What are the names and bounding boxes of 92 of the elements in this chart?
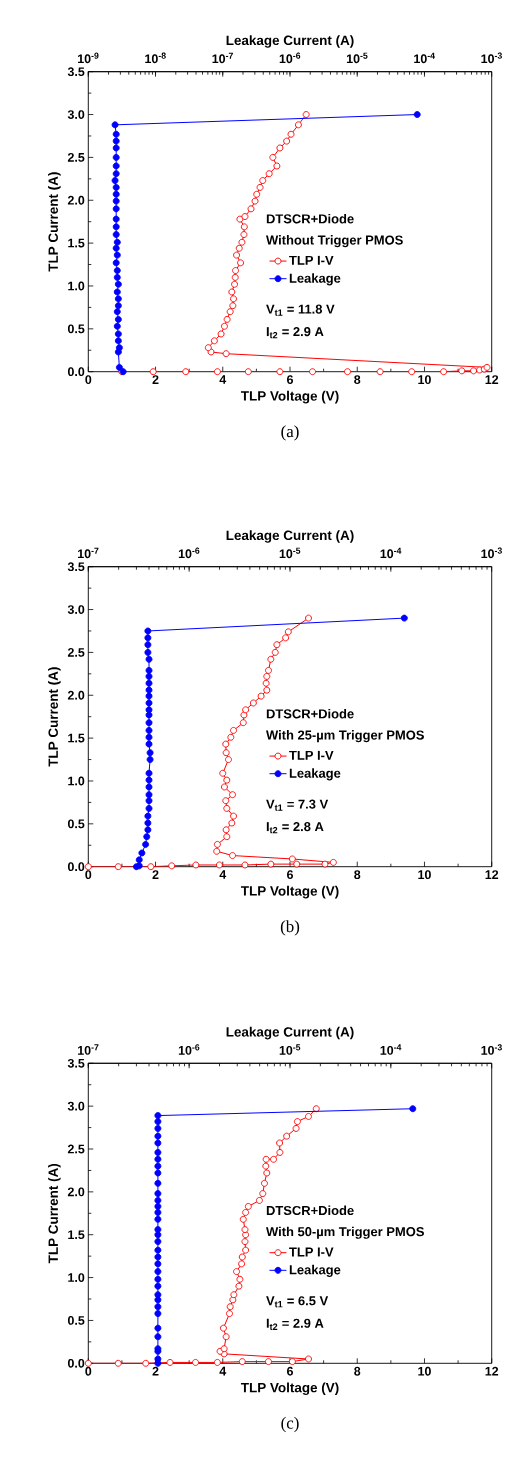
annotation: With 50-µm Trigger PMOS: [266, 1226, 424, 1239]
x-tick-label: 12: [485, 870, 499, 879]
x2-tick-label: 10$^{-6}$: [279, 52, 301, 64]
x2-tick-label: 10$^{-5}$: [279, 1044, 301, 1055]
annotation: I$_{t2}$ = 2.8 A: [266, 822, 324, 834]
text: (b): [280, 920, 300, 936]
annotation: V$_{t1}$ = 7.3 V: [266, 799, 329, 811]
annotation: I$_{t2}$ = 2.9 A: [266, 327, 324, 339]
x2-tick-label: 10$^{-3}$: [481, 52, 502, 64]
x-tick-label: 2: [152, 375, 159, 384]
x-tick-label: 4: [219, 1366, 227, 1376]
x-tick-label: 10: [418, 375, 431, 385]
y-tick-label: 1.5: [68, 1230, 85, 1240]
y-tick-label: 2.0: [67, 1187, 85, 1197]
x-tick-label: 0: [85, 1366, 92, 1376]
y-tick-label: 2.0: [67, 690, 85, 700]
x-tick-label: 10: [418, 870, 431, 880]
text: (c): [281, 1416, 299, 1433]
x2-tick-label: 10$^{-7}$: [78, 547, 99, 559]
y-axis-title: TLP Current (A): [48, 667, 61, 767]
x2-axis-title: Leakage Current (A): [226, 530, 354, 543]
annotation: V$_{t1}$ = 11.8 V: [266, 304, 335, 316]
y-tick-label: 1.0: [68, 776, 85, 786]
y-axis-title: TLP Current (A): [48, 172, 61, 272]
y-tick-label: 0.0: [67, 1358, 85, 1368]
x-tick-label: 12: [485, 375, 499, 384]
annotation: V$_{t1}$ = 6.5 V: [266, 1296, 329, 1308]
y-tick-label: 0.5: [67, 324, 85, 334]
x-tick-label: 8: [354, 870, 361, 880]
y-tick-label: 1.0: [68, 1273, 85, 1282]
y-tick-label: 2.0: [67, 195, 85, 205]
x2-tick-label: 10$^{-6}$: [178, 547, 200, 559]
x2-tick-label: 10$^{-8}$: [145, 52, 166, 64]
x2-tick-label: 10$^{-9}$: [78, 52, 99, 64]
y-tick-label: 3.5: [67, 67, 85, 77]
x2-tick-label: 10$^{-5}$: [279, 547, 301, 559]
x2-tick-label: 10$^{-3}$: [481, 547, 502, 559]
x-tick-label: 8: [354, 1366, 361, 1376]
x2-tick-label: 10$^{-4}$: [380, 547, 402, 559]
y-tick-label: 1.0: [68, 281, 85, 291]
x-tick-label: 2: [152, 1366, 159, 1376]
legend-title: DTSCR+Diode: [266, 708, 354, 719]
x2-tick-label: 10$^{-7}$: [212, 52, 233, 64]
y-tick-label: 2.5: [67, 648, 85, 657]
x-tick-label: 10: [418, 1366, 431, 1376]
x2-axis-title: Leakage Current (A): [226, 35, 354, 48]
x2-tick-label: 10$^{-4}$: [380, 1044, 402, 1055]
legend-label: Leakage: [289, 768, 341, 781]
annotation: Without Trigger PMOS: [266, 235, 403, 248]
y-tick-label: 0.0: [67, 367, 85, 377]
x2-axis-title: Leakage Current (A): [226, 1026, 354, 1040]
legend-title: DTSCR+Diode: [266, 1205, 354, 1216]
legend-label: TLP I-V: [289, 1247, 334, 1257]
legend-label: TLP I-V: [289, 255, 334, 265]
y-tick-label: 3.0: [67, 605, 85, 614]
x-tick-label: 2: [152, 870, 159, 879]
legend-title: DTSCR+Diode: [266, 213, 354, 224]
y-tick-label: 1.5: [68, 238, 85, 248]
x-tick-label: 6: [286, 375, 294, 385]
x-axis-title: TLP Voltage (V): [240, 390, 339, 404]
x2-tick-label: 10$^{-6}$: [178, 1044, 200, 1055]
x-tick-label: 8: [354, 375, 361, 385]
x-tick-label: 4: [219, 375, 227, 384]
legend-label: Leakage: [289, 1264, 341, 1278]
y-tick-label: 2.5: [67, 153, 85, 162]
x-tick-label: 6: [286, 1366, 294, 1376]
y-tick-label: 3.0: [67, 1101, 85, 1111]
y-tick-label: 0.5: [67, 819, 85, 829]
x-axis-title: TLP Voltage (V): [240, 1382, 339, 1396]
legend-label: TLP I-V: [289, 750, 334, 760]
legend-label: Leakage: [289, 273, 341, 286]
y-tick-label: 1.5: [68, 733, 85, 743]
annotation: With 25-µm Trigger PMOS: [266, 730, 424, 743]
annotation: I$_{t2}$ = 2.9 A: [266, 1318, 324, 1330]
y-tick-label: 0.5: [67, 1316, 85, 1325]
x-tick-label: 0: [85, 375, 92, 385]
y-axis-title: TLP Current (A): [48, 1163, 61, 1264]
y-tick-label: 2.5: [67, 1144, 85, 1154]
x2-tick-label: 10$^{-3}$: [481, 1044, 502, 1055]
x-tick-label: 12: [485, 1366, 499, 1376]
y-tick-label: 3.5: [67, 562, 85, 572]
y-tick-label: 3.5: [67, 1058, 85, 1068]
x2-tick-label: 10$^{-4}$: [414, 52, 435, 64]
x2-tick-label: 10$^{-5}$: [346, 52, 368, 64]
y-tick-label: 3.0: [67, 110, 85, 119]
x-tick-label: 4: [219, 870, 227, 879]
text: (a): [281, 425, 299, 441]
x-axis-title: TLP Voltage (V): [240, 885, 339, 899]
y-tick-label: 0.0: [67, 862, 85, 872]
x2-tick-label: 10$^{-7}$: [78, 1044, 99, 1055]
x-tick-label: 6: [286, 870, 294, 880]
x-tick-label: 0: [85, 870, 92, 880]
